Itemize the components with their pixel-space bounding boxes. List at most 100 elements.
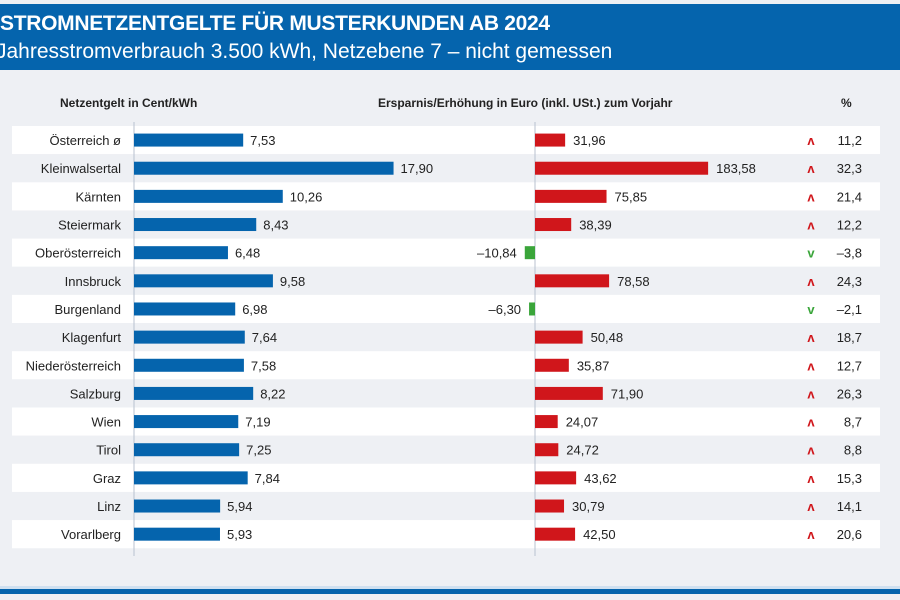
change-column-header: Ersparnis/Erhöhung in Euro (inkl. USt.) … [378,96,673,110]
row-label: Wien [91,415,121,430]
row-label: Klagenfurt [62,330,122,345]
percent-value-label: 18,7 [837,330,862,345]
fee-value-label: 6,98 [242,302,267,317]
percent-value-label: 15,3 [837,471,862,486]
footer-line [0,589,900,594]
percent-value-label: 21,4 [837,189,862,204]
change-value-label: 183,58 [716,161,756,176]
change-value-label: 78,58 [617,274,650,289]
fee-bar [134,386,254,400]
fee-bar [134,330,245,344]
percent-column-header: % [841,96,852,110]
fee-value-label: 7,64 [252,330,277,345]
change-bar [535,386,603,400]
arrow-up-icon: ʌ [807,161,815,176]
change-bar [535,218,572,232]
change-bar [535,358,569,372]
arrow-down-icon: v [807,246,815,261]
arrow-up-icon: ʌ [807,415,815,430]
arrow-up-icon: ʌ [807,527,815,542]
row-label: Oberösterreich [35,246,121,261]
change-value-label: 24,72 [566,443,599,458]
change-value-label: 35,87 [577,358,610,373]
fee-bar [134,161,394,175]
change-value-label: 42,50 [583,527,616,542]
change-value-label: –10,84 [477,246,517,261]
arrow-up-icon: ʌ [807,386,815,401]
row-label: Kleinwalsertal [41,161,121,176]
change-value-label: 30,79 [572,499,605,514]
row-label: Tirol [96,443,121,458]
arrow-up-icon: ʌ [807,330,815,345]
percent-value-label: 8,7 [844,415,862,430]
fee-bar [134,358,244,372]
change-value-label: 38,39 [579,218,612,233]
change-value-label: 24,07 [566,415,599,430]
fee-bar [134,443,240,457]
arrow-up-icon: ʌ [807,189,815,204]
change-bar [535,443,559,457]
change-value-label: 43,62 [584,471,617,486]
arrow-down-icon: v [807,302,815,317]
change-bar [535,527,576,541]
percent-value-label: 20,6 [837,527,862,542]
change-bar [535,161,709,175]
fee-bar [134,274,273,288]
fee-value-label: 5,94 [227,499,252,514]
percent-value-label: 26,3 [837,386,862,401]
fee-column-header: Netzentgelt in Cent/kWh [60,96,198,110]
arrow-up-icon: ʌ [807,218,815,233]
percent-value-label: 11,2 [838,133,862,148]
change-bar [535,274,610,288]
fee-value-label: 7,19 [245,415,270,430]
change-bar [524,246,535,260]
fee-bar [134,471,248,485]
change-bar [535,471,577,485]
row-label: Steiermark [58,218,121,233]
fee-value-label: 6,48 [235,246,260,261]
row-label: Niederösterreich [26,358,121,373]
footer-line-light [0,586,900,589]
change-value-label: 31,96 [573,133,606,148]
row-label: Kärnten [75,189,121,204]
fee-bar [134,499,221,513]
percent-value-label: 24,3 [837,274,862,289]
arrow-up-icon: ʌ [807,133,815,148]
arrow-up-icon: ʌ [807,499,815,514]
arrow-up-icon: ʌ [807,471,815,486]
change-bar [535,499,565,513]
fee-bar [134,218,257,232]
percent-value-label: 12,7 [837,358,862,373]
fee-bar [134,246,228,260]
change-bar [535,189,607,203]
percent-value-label: 12,2 [837,218,862,233]
fee-value-label: 8,43 [263,218,288,233]
change-bar [535,133,566,147]
fee-value-label: 7,84 [255,471,280,486]
chart-subtitle: Jahresstromverbrauch 3.500 kWh, Netzeben… [0,40,613,63]
percent-value-label: –3,8 [837,246,862,261]
row-label: Österreich ø [49,133,121,148]
fee-value-label: 5,93 [227,527,252,542]
row-label: Graz [93,471,121,486]
fee-value-label: 17,90 [401,161,434,176]
arrow-up-icon: ʌ [807,443,815,458]
fee-bar [134,133,244,147]
change-value-label: 50,48 [591,330,624,345]
change-value-label: –6,30 [489,302,522,317]
change-value-label: 71,90 [611,386,644,401]
fee-value-label: 8,22 [260,386,285,401]
arrow-up-icon: ʌ [807,274,815,289]
fee-bar [134,527,220,541]
change-bar [535,330,583,344]
fee-value-label: 10,26 [290,189,323,204]
row-label: Salzburg [70,386,121,401]
chart-title: STROMNETZENTGELTE FÜR MUSTERKUNDEN AB 20… [0,12,550,35]
change-bar [529,302,535,316]
change-bar [535,415,558,429]
row-label: Innsbruck [65,274,122,289]
percent-value-label: 14,1 [837,499,862,514]
header-banner: STROMNETZENTGELTE FÜR MUSTERKUNDEN AB 20… [0,4,900,70]
row-label: Burgenland [55,302,122,317]
